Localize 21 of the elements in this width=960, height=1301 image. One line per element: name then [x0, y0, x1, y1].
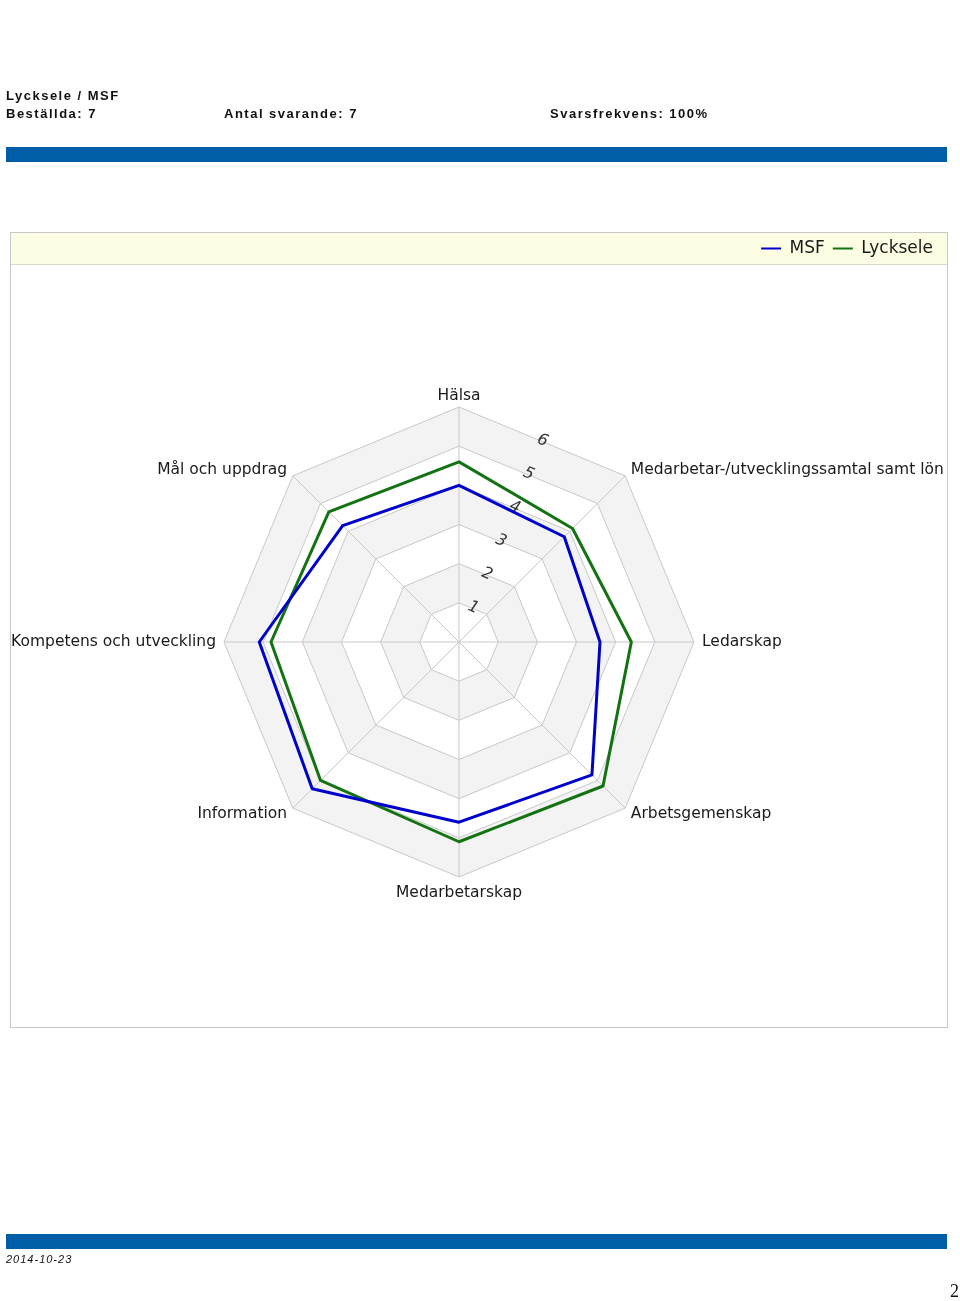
y-tick-label: 4	[506, 495, 524, 517]
text: 2014-10-23	[6, 1252, 73, 1266]
text: Svarsfrekvens: 100%	[550, 106, 709, 122]
spoke-label: Kompetens och utveckling	[11, 632, 216, 651]
text: 2	[950, 1281, 959, 1301]
spoke-label: Information	[197, 803, 288, 822]
chart-title: Lycksele / MSF	[6, 88, 120, 104]
legend-label: MSF	[789, 236, 825, 257]
spoke-label: Medarbetar-/utvecklingssamtal samt lön	[630, 460, 944, 479]
legend-label: Lycksele	[861, 236, 934, 257]
spoke-label: Arbetsgemenskap	[630, 803, 772, 822]
y-tick-label: 5	[520, 461, 538, 484]
y-tick-label: 6	[534, 428, 552, 450]
spoke-label: Hälsa	[437, 386, 481, 405]
y-tick-label: 3	[493, 528, 510, 551]
spoke-label: Mål och uppdrag	[157, 460, 288, 479]
spoke-label: Medarbetarskap	[395, 882, 523, 901]
text: Beställda: 7	[6, 106, 97, 122]
text: Antal svarande: 7	[224, 106, 358, 122]
spoke-label: Ledarskap	[702, 632, 782, 651]
y-tick-label: 1	[465, 595, 483, 618]
